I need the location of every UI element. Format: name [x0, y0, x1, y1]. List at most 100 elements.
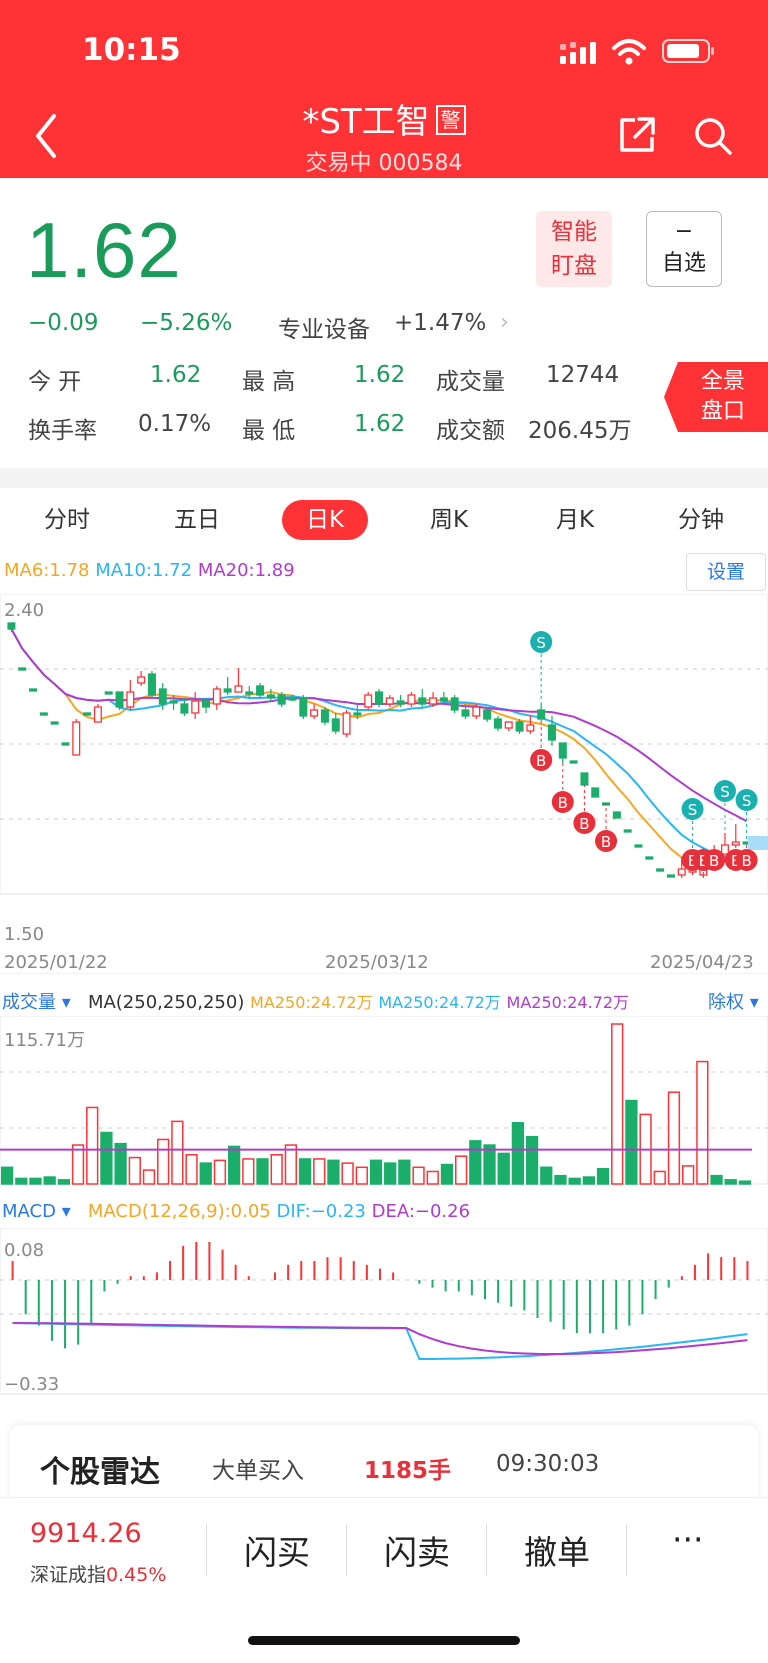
cellular-signal-icon [560, 42, 596, 64]
macd-selector[interactable]: MACD ▾ [2, 1201, 71, 1222]
candle-body [158, 688, 167, 705]
chevron-right-icon[interactable]: › [500, 310, 509, 335]
volume-bar [242, 1158, 255, 1185]
trade-marker [681, 798, 704, 820]
volume-bar [0, 1166, 14, 1185]
candle-body [547, 724, 556, 741]
panorama-line2: 盘口 [700, 399, 745, 424]
volume-bar [284, 1144, 298, 1185]
section-divider [0, 468, 768, 488]
panorama-line1: 全景 [700, 369, 745, 394]
candle-body [288, 697, 297, 701]
flash-sell-button[interactable]: 闪卖 [384, 1533, 450, 1572]
search-icon[interactable] [692, 115, 734, 157]
volume-bar [483, 1144, 496, 1185]
macd-header: MACD ▾ MACD(12,26,9):0.05 DIF:−0.23 DEA:… [2, 1201, 470, 1222]
candle-body [137, 676, 146, 684]
sector-change[interactable]: +1.47% [394, 310, 487, 336]
volume-bar [596, 1167, 610, 1185]
candle-body [461, 709, 470, 717]
candle-body [212, 688, 221, 705]
chart-settings-button[interactable]: 设置 [686, 553, 766, 591]
ma6-label: MA6:1.78 [4, 560, 90, 581]
sector-name[interactable]: 专业设备 [278, 317, 370, 343]
volume-bar [355, 1166, 368, 1185]
low-label: 最 低 [242, 418, 296, 444]
candlestick-chart[interactable]: SBBBBSSSEEBEB [0, 594, 768, 974]
volume-bar [710, 1174, 723, 1185]
volume-bar [611, 1023, 624, 1185]
candle-body [591, 787, 600, 798]
ma6-line [10, 628, 747, 865]
volume-bar [185, 1154, 198, 1185]
volume-bar [696, 1060, 709, 1185]
back-arrow-icon[interactable] [28, 110, 64, 162]
smart-watch-button[interactable]: 智能 盯盘 [536, 211, 612, 287]
volume-bar [440, 1163, 454, 1185]
divider [346, 1524, 347, 1576]
warning-badge: 警 [435, 105, 466, 135]
stock-radar-bar[interactable]: 个股雷达 大单买入 1185手 09:30:03 [10, 1425, 758, 1501]
candle-body [126, 691, 135, 708]
trade-marker [595, 830, 618, 852]
stock-subtitle: 交易中 000584 [305, 151, 463, 176]
volume-bar [43, 1176, 56, 1185]
volume-bar [582, 1176, 595, 1185]
volume-selector-label: 成交量 [2, 992, 56, 1013]
panorama-button[interactable]: 全景 盘口 [664, 362, 768, 432]
index-info[interactable]: 深证成指0.45% [30, 1560, 166, 1587]
smart-watch-line2: 盯盘 [551, 253, 597, 279]
dea-line [12, 1322, 748, 1355]
candle-body [472, 706, 481, 717]
tab-monthly-k[interactable]: 月K [555, 507, 595, 533]
volume-bar [157, 1138, 170, 1185]
tab-minute[interactable]: 分钟 [678, 507, 724, 533]
add-favorite-button[interactable]: − 自选 [646, 211, 722, 287]
ma10-label: MA10:1.72 [95, 560, 193, 581]
volume-bar [29, 1177, 42, 1185]
turnover-value: 0.17% [138, 411, 212, 437]
macd-axis-top: 0.08 [4, 1240, 45, 1261]
candle-body [418, 697, 427, 705]
flash-buy-button[interactable]: 闪买 [244, 1533, 310, 1572]
trade-marker-label: B [741, 852, 751, 870]
volume-bar [497, 1152, 510, 1185]
candle-body [429, 697, 438, 705]
more-icon[interactable]: ··· [672, 1520, 704, 1559]
volume-bar [412, 1166, 425, 1185]
trade-marker-label: B [536, 752, 546, 770]
candle-body [580, 772, 589, 786]
volume-label: 成交量 [436, 369, 505, 395]
candle-body [364, 694, 373, 708]
candle-body [310, 709, 319, 717]
home-indicator [248, 1636, 520, 1645]
share-icon[interactable] [617, 115, 657, 155]
volume-bar [213, 1159, 227, 1185]
open-label: 今 开 [28, 369, 82, 395]
tab-weekly-k[interactable]: 周K [429, 507, 469, 533]
candle-body [407, 694, 416, 705]
volume-chart[interactable] [0, 1016, 768, 1190]
cancel-order-button[interactable]: 撤单 [524, 1533, 590, 1572]
candle-body [115, 691, 124, 708]
volume-bar [667, 1091, 681, 1185]
candle-body [61, 742, 70, 746]
tab-five-day[interactable]: 五日 [174, 507, 220, 533]
date-start: 2025/01/22 [4, 952, 108, 973]
candle-body [731, 841, 740, 846]
volume-bar [469, 1140, 482, 1185]
macd-value: MACD(12,26,9):0.05 [87, 1201, 271, 1222]
tab-daily-k[interactable]: 日K [282, 500, 368, 540]
candle-body [191, 700, 200, 714]
divider [206, 1524, 207, 1576]
volume-bar [369, 1159, 383, 1185]
ex-rights-selector[interactable]: 除权 ▾ [708, 992, 759, 1013]
tab-intraday[interactable]: 分时 [44, 507, 90, 533]
index-value[interactable]: 9914.26 [30, 1518, 142, 1549]
volume-selector[interactable]: 成交量 ▾ [2, 992, 71, 1013]
candle-body [720, 844, 729, 855]
candle-body [147, 673, 156, 696]
price-change-pct: −5.26% [140, 310, 233, 336]
macd-chart[interactable] [0, 1228, 768, 1404]
volume-bar [57, 1179, 70, 1185]
